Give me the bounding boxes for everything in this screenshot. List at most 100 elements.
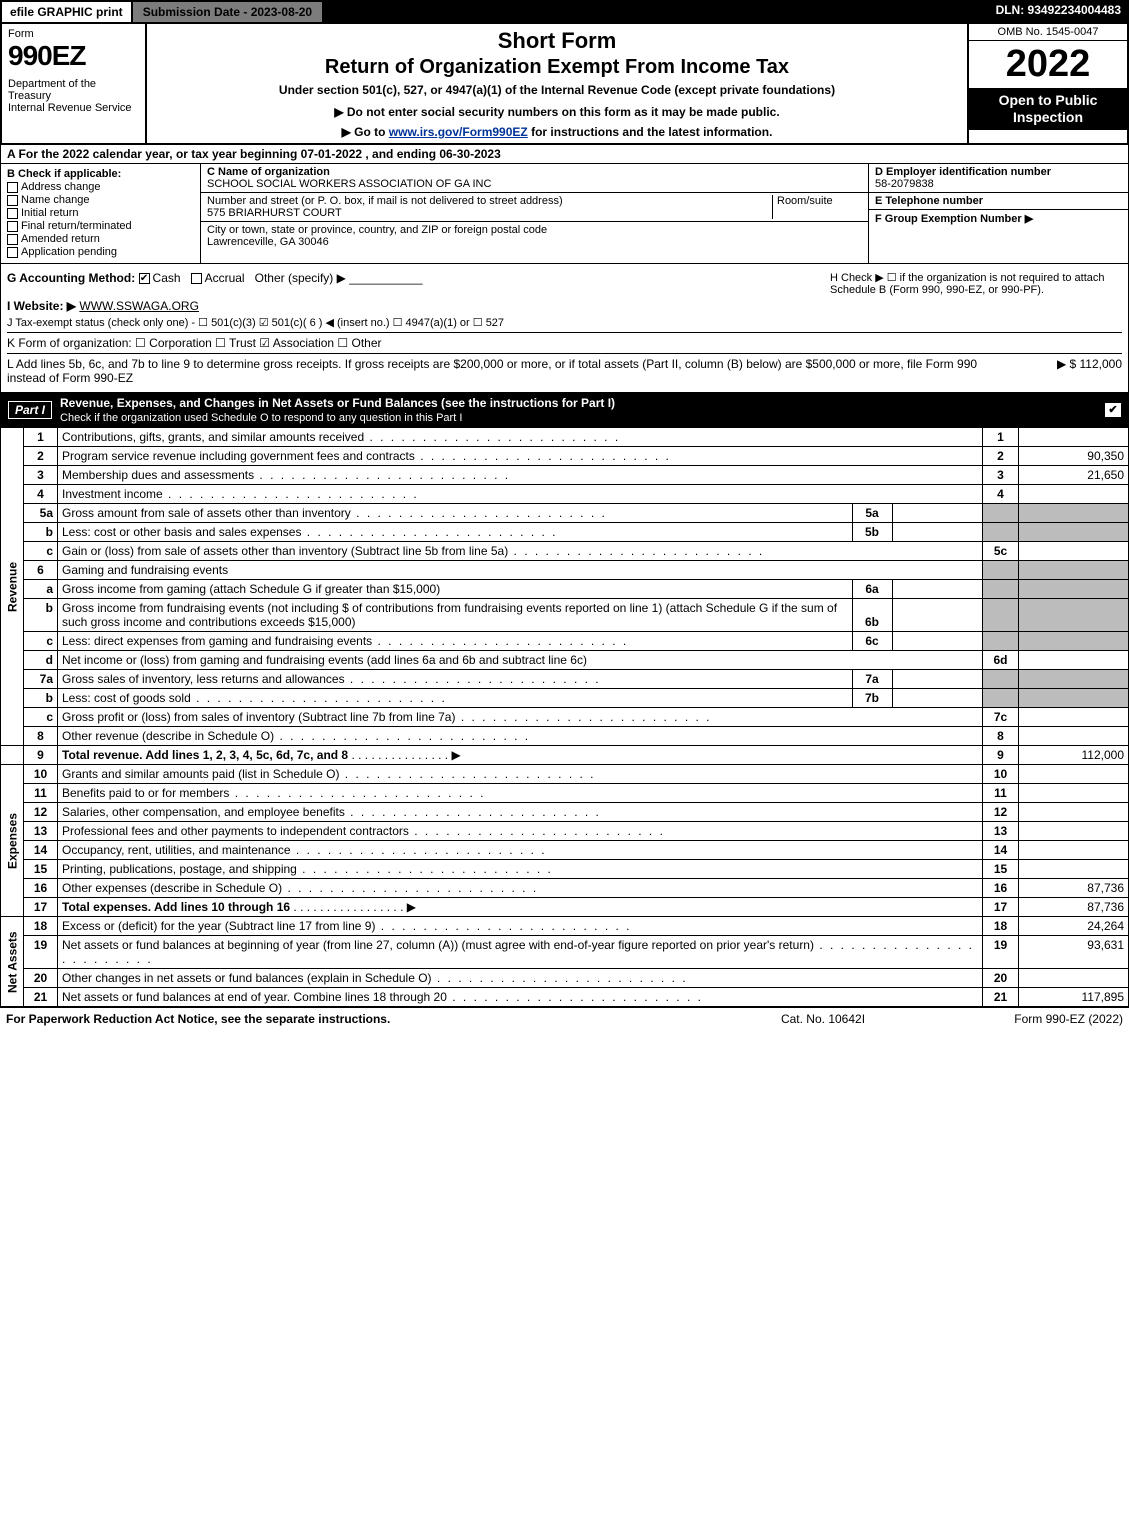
row-5c-desc: Gain or (loss) from sale of assets other…: [58, 542, 983, 561]
row-16-val: 87,736: [1019, 879, 1129, 898]
row-7b-desc: Less: cost of goods sold: [58, 689, 852, 707]
row-20-desc: Other changes in net assets or fund bala…: [58, 969, 983, 988]
row-15-desc: Printing, publications, postage, and shi…: [58, 860, 983, 879]
row-14-desc: Occupancy, rent, utilities, and maintena…: [58, 841, 983, 860]
room-label: Room/suite: [777, 195, 833, 207]
chk-application-pending[interactable]: Application pending: [7, 246, 194, 258]
row-5b-inval: [892, 523, 982, 541]
chk-address-change[interactable]: Address change: [7, 181, 194, 193]
tax-year: 2022: [969, 41, 1127, 88]
line-h: H Check ▶ ☐ if the organization is not r…: [822, 271, 1122, 296]
org-street: 575 BRIARHURST COURT: [207, 207, 342, 219]
line-a: A For the 2022 calendar year, or tax yea…: [0, 145, 1129, 164]
line-j: J Tax-exempt status (check only one) - ☐…: [7, 316, 1122, 329]
g-cash: Cash: [153, 271, 181, 285]
row-18-val: 24,264: [1019, 917, 1129, 936]
row-4-val: [1019, 485, 1129, 504]
dept-label: Department of the Treasury Internal Reve…: [8, 78, 139, 114]
chk-final-return[interactable]: Final return/terminated: [7, 220, 194, 232]
chk-initial-return[interactable]: Initial return: [7, 207, 194, 219]
d-ein-label: D Employer identification number: [875, 166, 1051, 178]
revenue-table: Revenue 1Contributions, gifts, grants, a…: [0, 427, 1129, 1007]
row-6d-desc: Net income or (loss) from gaming and fun…: [58, 651, 983, 670]
g-other: Other (specify) ▶: [255, 271, 346, 285]
row-12-desc: Salaries, other compensation, and employ…: [58, 803, 983, 822]
netassets-section-label: Net Assets: [1, 917, 24, 1007]
row-10-desc: Grants and similar amounts paid (list in…: [58, 765, 983, 784]
line-l-text: L Add lines 5b, 6c, and 7b to line 9 to …: [7, 357, 1002, 385]
website[interactable]: WWW.SSWAGA.ORG: [79, 299, 199, 313]
ssn-note: ▶ Do not enter social security numbers o…: [157, 105, 957, 119]
part-1-header: Part I Revenue, Expenses, and Changes in…: [0, 393, 1129, 427]
org-city: Lawrenceville, GA 30046: [207, 236, 329, 248]
irs-link-line: ▶ Go to www.irs.gov/Form990EZ for instru…: [157, 125, 957, 139]
e-phone-label: E Telephone number: [875, 195, 983, 207]
form-label: Form: [8, 28, 139, 40]
row-19-desc: Net assets or fund balances at beginning…: [58, 936, 983, 969]
c-city-label: City or town, state or province, country…: [207, 224, 547, 236]
row-1-val: [1019, 428, 1129, 447]
row-6b-desc: Gross income from fundraising events (no…: [58, 599, 852, 631]
form-header: Form 990EZ Department of the Treasury In…: [0, 24, 1129, 145]
row-4-desc: Investment income: [58, 485, 983, 504]
part-1-checkbox[interactable]: ✔: [1105, 403, 1121, 417]
row-13-desc: Professional fees and other payments to …: [58, 822, 983, 841]
row-5c-val: [1019, 542, 1129, 561]
line-k: K Form of organization: ☐ Corporation ☐ …: [7, 332, 1122, 350]
chk-accrual[interactable]: [191, 273, 202, 284]
link-pre: ▶ Go to: [342, 125, 389, 139]
omb-number: OMB No. 1545-0047: [969, 24, 1127, 41]
row-1-desc: Contributions, gifts, grants, and simila…: [58, 428, 983, 447]
footer-form: Form 990-EZ (2022): [923, 1012, 1123, 1026]
submission-date: Submission Date - 2023-08-20: [133, 0, 324, 24]
row-7c-desc: Gross profit or (loss) from sales of inv…: [58, 708, 983, 727]
row-18-desc: Excess or (deficit) for the year (Subtra…: [58, 917, 983, 936]
row-5b-desc: Less: cost or other basis and sales expe…: [58, 523, 852, 541]
ein: 58-2079838: [875, 178, 934, 190]
chk-amended-return[interactable]: Amended return: [7, 233, 194, 245]
row-8-desc: Other revenue (describe in Schedule O): [58, 727, 983, 746]
part-1-title: Revenue, Expenses, and Changes in Net As…: [60, 396, 615, 410]
row-11-desc: Benefits paid to or for members: [58, 784, 983, 803]
top-bar: efile GRAPHIC print Submission Date - 20…: [0, 0, 1129, 24]
title-short-form: Short Form: [157, 28, 957, 54]
efile-label: efile GRAPHIC print: [0, 0, 133, 24]
row-6c-desc: Less: direct expenses from gaming and fu…: [58, 632, 852, 650]
subtitle: Under section 501(c), 527, or 4947(a)(1)…: [157, 83, 957, 97]
row-2-desc: Program service revenue including govern…: [58, 447, 983, 466]
b-label: B Check if applicable:: [7, 168, 194, 180]
meta-block: B Check if applicable: Address change Na…: [0, 164, 1129, 264]
row-6a-desc: Gross income from gaming (attach Schedul…: [58, 580, 852, 598]
row-7a-desc: Gross sales of inventory, less returns a…: [58, 670, 852, 688]
org-name: SCHOOL SOCIAL WORKERS ASSOCIATION OF GA …: [207, 178, 491, 190]
row-2-val: 90,350: [1019, 447, 1129, 466]
c-addr-label: Number and street (or P. O. box, if mail…: [207, 195, 563, 207]
lines-g-l: G Accounting Method: ✔Cash Accrual Other…: [0, 264, 1129, 393]
g-label: G Accounting Method:: [7, 271, 135, 285]
row-17-val: 87,736: [1019, 898, 1129, 917]
row-17-desc: Total expenses. Add lines 10 through 16 …: [58, 898, 983, 917]
row-21-val: 117,895: [1019, 988, 1129, 1007]
f-group-label: F Group Exemption Number ▶: [875, 213, 1033, 225]
title-return: Return of Organization Exempt From Incom…: [157, 56, 957, 79]
c-name-label: C Name of organization: [207, 166, 330, 178]
row-21-desc: Net assets or fund balances at end of ye…: [58, 988, 983, 1007]
dln: DLN: 93492234004483: [988, 0, 1129, 24]
row-6-desc: Gaming and fundraising events: [58, 561, 983, 580]
link-post: for instructions and the latest informat…: [528, 125, 773, 139]
part-1-check: Check if the organization used Schedule …: [60, 412, 462, 424]
part-1-label: Part I: [8, 401, 52, 419]
page-footer: For Paperwork Reduction Act Notice, see …: [0, 1007, 1129, 1030]
line-l-amount: ▶ $ 112,000: [1002, 357, 1122, 385]
row-5a-inval: [892, 504, 982, 522]
form-number: 990EZ: [8, 40, 139, 72]
irs-link[interactable]: www.irs.gov/Form990EZ: [389, 125, 528, 139]
row-19-val: 93,631: [1019, 936, 1129, 969]
chk-name-change[interactable]: Name change: [7, 194, 194, 206]
chk-cash[interactable]: ✔: [139, 273, 150, 284]
expenses-section-label: Expenses: [1, 765, 24, 917]
row-3-desc: Membership dues and assessments: [58, 466, 983, 485]
row-9-desc: Total revenue. Add lines 1, 2, 3, 4, 5c,…: [58, 746, 983, 765]
footer-cat: Cat. No. 10642I: [723, 1012, 923, 1026]
i-label: I Website: ▶: [7, 299, 76, 313]
